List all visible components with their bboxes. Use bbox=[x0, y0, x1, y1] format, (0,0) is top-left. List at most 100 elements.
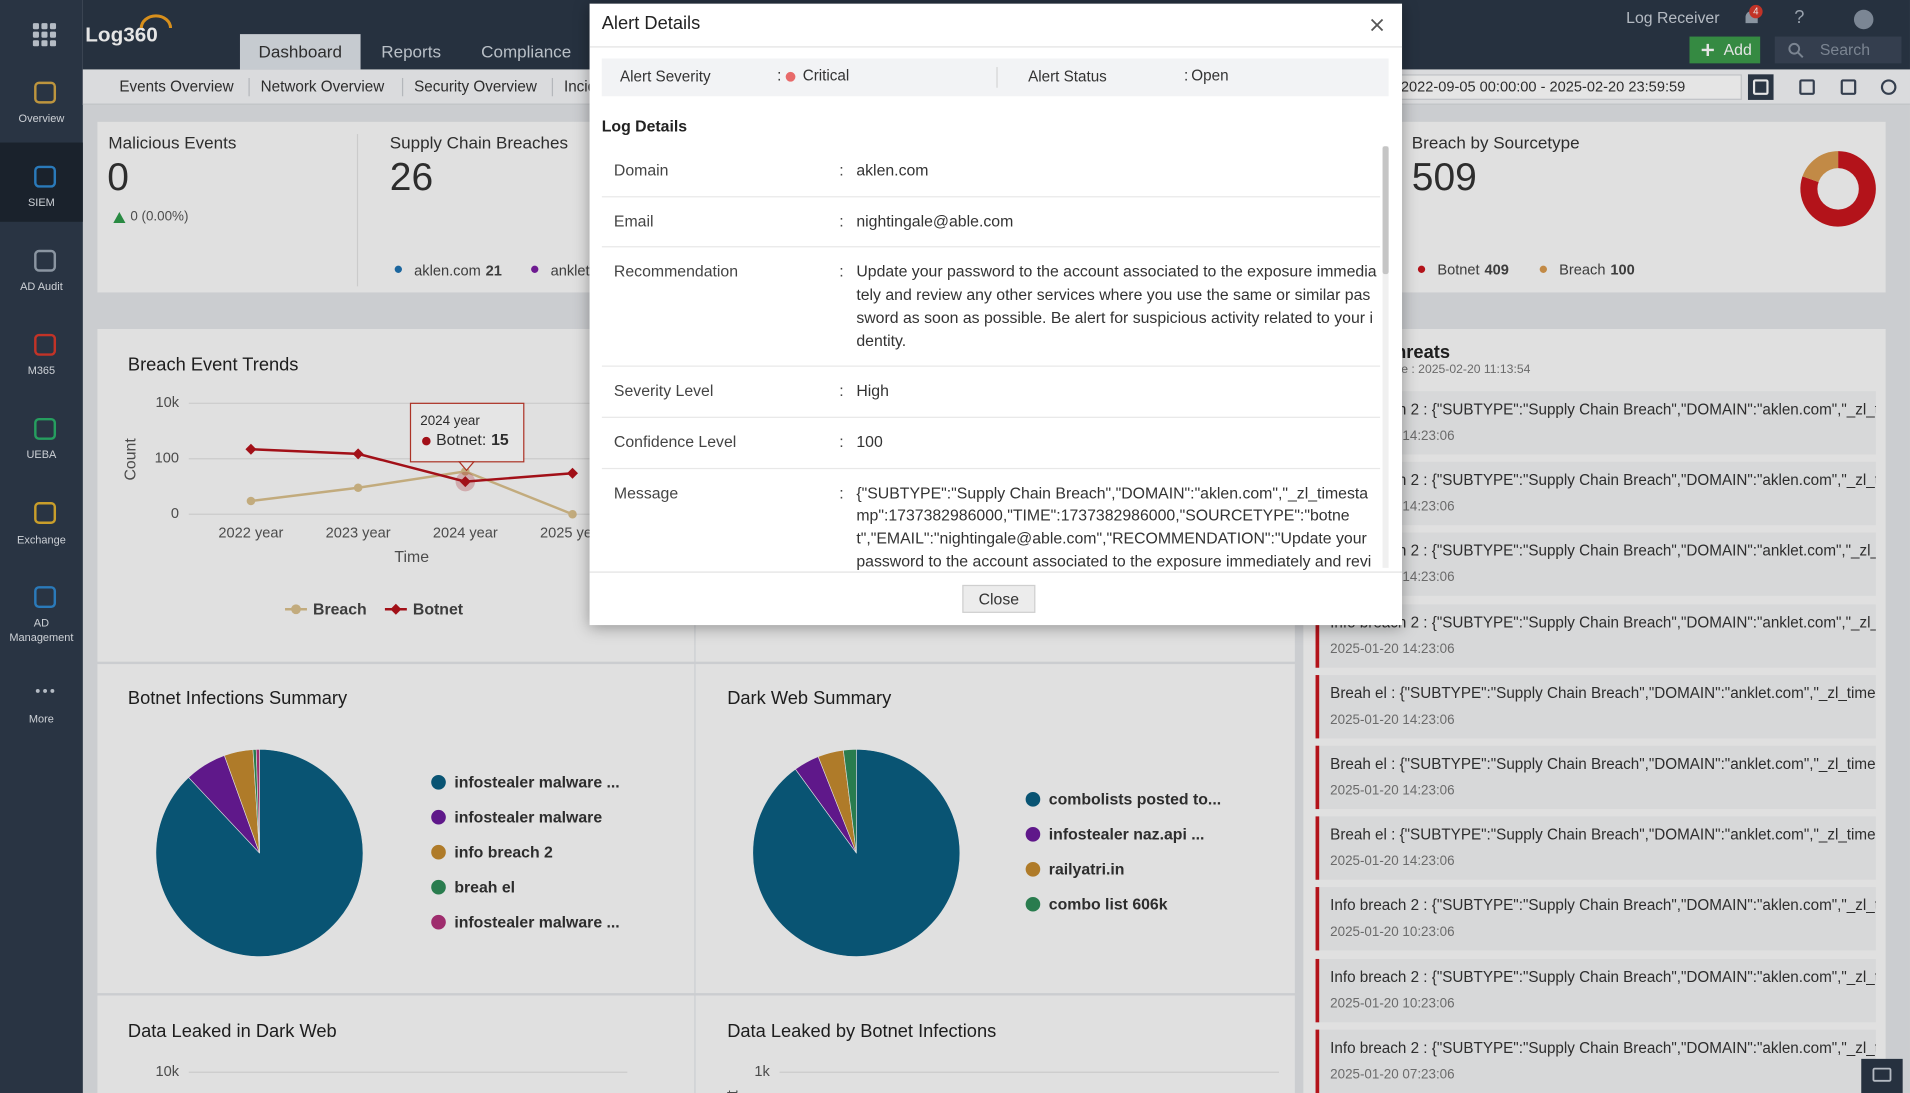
grid-dot bbox=[32, 23, 39, 30]
threat-item[interactable]: Info breach 2 : {"SUBTYPE":"Supply Chain… bbox=[1315, 958, 1876, 1022]
sidebar-icon bbox=[34, 333, 57, 356]
threat-text: Info breach 2 : {"SUBTYPE":"Supply Chain… bbox=[1330, 471, 1876, 489]
add-button[interactable]: Add bbox=[1689, 36, 1761, 64]
search-box[interactable]: Search bbox=[1774, 36, 1902, 64]
legend-dot bbox=[394, 265, 402, 273]
legend-dot bbox=[1539, 265, 1547, 273]
threat-time: 2025-01-20 14:23:06 bbox=[1330, 641, 1455, 657]
legend-name: aklen.com bbox=[414, 261, 481, 280]
sidebar-icon bbox=[34, 81, 57, 104]
threat-item[interactable]: Info breach 2 : {"SUBTYPE":"Supply Chain… bbox=[1315, 887, 1876, 951]
grid-dot bbox=[32, 31, 39, 38]
log-receiver[interactable]: Log Receiver bbox=[1626, 8, 1720, 27]
modal-divider bbox=[589, 571, 1403, 573]
dot bbox=[531, 265, 539, 273]
logo-arc bbox=[139, 14, 173, 29]
nav-tab[interactable]: Dashboard bbox=[239, 34, 361, 70]
toolbar-icon bbox=[1840, 79, 1857, 95]
subtab[interactable]: Security Overview bbox=[414, 77, 537, 96]
chat-button[interactable] bbox=[1861, 1058, 1903, 1093]
sidebar-item[interactable]: SIEM bbox=[27, 196, 55, 209]
legend-name: Botnet bbox=[1437, 262, 1479, 278]
x-tick-label: 2022 year bbox=[218, 526, 283, 542]
legend-label: info breach 2 bbox=[454, 845, 553, 862]
threat-item[interactable]: Info breach 2 : {"SUBTYPE":"Supply Chain… bbox=[1315, 603, 1876, 668]
field-label: Message bbox=[613, 483, 679, 502]
dot bbox=[43, 688, 48, 693]
widget-value: 0 bbox=[107, 154, 129, 199]
y-tick-label: 100 bbox=[155, 451, 179, 467]
threat-item[interactable]: Breah el : {"SUBTYPE":"Supply Chain Brea… bbox=[1315, 674, 1876, 739]
detail-row: Confidence Level:100 bbox=[601, 418, 1381, 469]
threat-item[interactable]: Info breach 2 : {"SUBTYPE":"Supply Chain… bbox=[1315, 391, 1876, 455]
widget-value: 509 bbox=[1411, 154, 1477, 199]
plus-icon bbox=[1701, 43, 1714, 57]
threat-item[interactable]: Breah el : {"SUBTYPE":"Supply Chain Brea… bbox=[1315, 745, 1876, 810]
triangle bbox=[113, 212, 126, 223]
threat-item[interactable]: Info breach 2 : {"SUBTYPE":"Supply Chain… bbox=[1315, 532, 1876, 597]
threat-text: Breah el : {"SUBTYPE":"Supply Chain Brea… bbox=[1330, 826, 1876, 844]
subtab[interactable]: Network Overview bbox=[260, 77, 385, 96]
toolbar-icon bbox=[1752, 79, 1769, 95]
legend-label: Botnet bbox=[413, 602, 464, 619]
close-button[interactable]: Close bbox=[962, 584, 1036, 613]
legend-label: infostealer malware ... bbox=[454, 915, 619, 932]
lens bbox=[1788, 42, 1801, 55]
subtab-divider bbox=[401, 77, 404, 97]
separator: : bbox=[777, 67, 782, 85]
legend-label: railyatri.in bbox=[1049, 862, 1125, 879]
logo-swirl bbox=[139, 14, 173, 29]
threat-item[interactable]: Breah el : {"SUBTYPE":"Supply Chain Brea… bbox=[1315, 816, 1876, 880]
legend-dot bbox=[431, 879, 446, 895]
help[interactable]: ? bbox=[1794, 7, 1805, 29]
legend-dot bbox=[431, 914, 446, 930]
sidebar-item[interactable]: More bbox=[28, 712, 54, 726]
toolbar-button[interactable] bbox=[1876, 74, 1902, 100]
nav-tab[interactable]: Reports bbox=[381, 41, 441, 61]
grid-dot bbox=[41, 23, 48, 30]
darkweb-leak-card bbox=[97, 995, 695, 1093]
dot bbox=[785, 71, 796, 82]
sidebar-item[interactable]: AD Audit bbox=[20, 280, 63, 293]
scrollbar-thumb[interactable] bbox=[1382, 146, 1389, 275]
scrollbar-track bbox=[1382, 146, 1389, 568]
widget-title: Supply Chain Breaches bbox=[389, 132, 569, 153]
grid-dot bbox=[49, 23, 57, 30]
legend-marker bbox=[390, 603, 402, 615]
user-avatar bbox=[1853, 9, 1874, 30]
glyph bbox=[1840, 79, 1857, 95]
icon-shape bbox=[34, 417, 57, 440]
separator: : bbox=[839, 483, 844, 502]
tooltip-dot bbox=[422, 436, 431, 446]
date-range[interactable]: 2022-09-05 00:00:00 - 2025-02-20 23:59:5… bbox=[1394, 74, 1742, 100]
field-value: {"SUBTYPE":"Supply Chain Breach","DOMAIN… bbox=[856, 483, 1372, 570]
widget-value: 26 bbox=[389, 154, 434, 199]
severity-strip: Alert Severity: Critical Alert Status: Open bbox=[601, 58, 1389, 97]
series-line bbox=[250, 470, 573, 516]
legend-dot bbox=[1025, 826, 1041, 842]
grid-dot bbox=[32, 40, 39, 47]
threat-text: Breah el : {"SUBTYPE":"Supply Chain Brea… bbox=[1330, 684, 1876, 702]
toolbar-button[interactable] bbox=[1794, 74, 1820, 100]
y-axis-label: Count bbox=[123, 438, 140, 481]
nav-tab[interactable]: Compliance bbox=[481, 41, 572, 61]
sidebar-icon bbox=[34, 586, 57, 609]
close-x[interactable] bbox=[1370, 18, 1384, 32]
toolbar-button[interactable] bbox=[1836, 74, 1862, 100]
sidebar-item[interactable]: UEBA bbox=[26, 448, 57, 461]
grid-dot bbox=[49, 40, 57, 47]
legend-count: 100 bbox=[1610, 262, 1634, 278]
toolbar-button[interactable] bbox=[1747, 74, 1774, 100]
sidebar-item[interactable]: Exchange bbox=[17, 533, 66, 546]
detail-row: Severity Level: High bbox=[601, 367, 1381, 418]
threat-time: 2025-01-20 14:23:06 bbox=[1330, 783, 1455, 799]
subtab[interactable]: Events Overview bbox=[119, 77, 234, 96]
tooltip-title: 2024 year bbox=[420, 413, 480, 428]
sidebar-item[interactable]: AD Management bbox=[9, 616, 74, 644]
sidebar-item[interactable]: Overview bbox=[18, 112, 65, 125]
sidebar-item[interactable]: M365 bbox=[27, 364, 56, 377]
threat-item[interactable]: Info breach 2 : {"SUBTYPE":"Supply Chain… bbox=[1315, 1029, 1876, 1093]
legend-label: combolists posted to... bbox=[1049, 792, 1221, 809]
